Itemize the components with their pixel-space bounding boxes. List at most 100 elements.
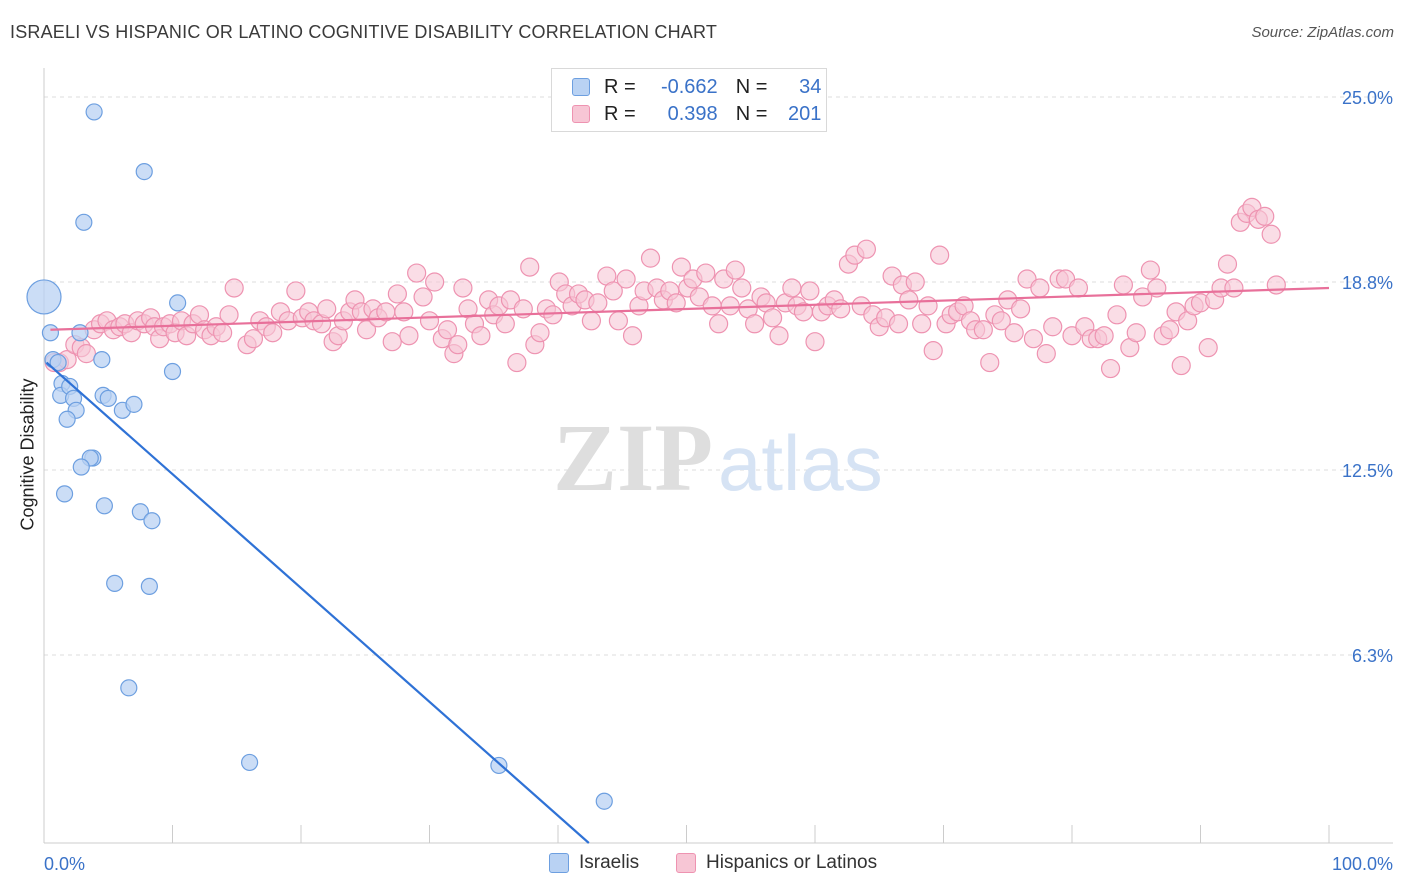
hispanic-point bbox=[769, 326, 789, 346]
hispanic-point bbox=[930, 245, 950, 265]
tick-labels: 6.3% 12.5% 18.8% 25.0% 0.0% 100.0% bbox=[44, 88, 1393, 874]
trend-lines bbox=[45, 286, 1330, 844]
israelis-swatch bbox=[572, 78, 590, 96]
legend-label-hispanics: Hispanics or Latinos bbox=[706, 852, 878, 873]
hispanic-point bbox=[317, 299, 337, 319]
hispanic-point bbox=[399, 326, 419, 346]
hispanic-point bbox=[495, 314, 515, 334]
hispanic-point bbox=[1068, 278, 1089, 298]
israeli-point bbox=[95, 497, 113, 515]
hispanic-point bbox=[213, 323, 233, 343]
hispanic-point bbox=[905, 272, 925, 292]
hispanic-point bbox=[1010, 299, 1031, 319]
hispanic-point bbox=[1261, 224, 1281, 244]
israeli-point bbox=[26, 279, 62, 315]
israeli-point bbox=[106, 574, 124, 592]
hispanic-point bbox=[923, 341, 943, 361]
grid-lines bbox=[44, 96, 1393, 656]
hispanic-point bbox=[507, 352, 527, 373]
hispanic-point bbox=[243, 329, 264, 349]
israeli-point bbox=[99, 389, 117, 407]
hispanic-point bbox=[425, 272, 445, 292]
israeli-point bbox=[163, 362, 182, 381]
israeli-point bbox=[595, 792, 613, 810]
hispanic-point bbox=[666, 293, 686, 313]
hispanic-point bbox=[603, 281, 623, 301]
n-label: N = bbox=[735, 102, 768, 125]
israeli-point bbox=[71, 324, 89, 342]
hispanic-point bbox=[387, 284, 407, 304]
hispanic-point bbox=[1217, 254, 1238, 274]
legend-item-israelis: Israelis bbox=[549, 852, 639, 874]
hispanic-point bbox=[356, 320, 377, 340]
hispanic-point bbox=[1160, 320, 1180, 340]
legend-row-israelis: R = -0.662 N = 34 bbox=[572, 75, 821, 99]
israeli-point bbox=[85, 103, 103, 121]
hispanic-point bbox=[1030, 278, 1050, 298]
hispanic-point bbox=[520, 257, 540, 277]
axes bbox=[43, 68, 1393, 844]
hispanic-point bbox=[800, 281, 820, 301]
hispanic-point bbox=[1043, 317, 1063, 337]
n-label: N = bbox=[735, 75, 768, 98]
x-tick-label: 0.0% bbox=[44, 854, 85, 874]
hispanic-point bbox=[973, 320, 993, 340]
chart-title: ISRAELI VS HISPANIC OR LATINO COGNITIVE … bbox=[10, 22, 718, 42]
israeli-point bbox=[490, 756, 508, 775]
series-legend: Israelis Hispanics or Latinos bbox=[0, 852, 1406, 878]
n-value-hispanics: 201 bbox=[788, 102, 822, 125]
hispanic-point bbox=[1004, 323, 1024, 343]
israeli-point bbox=[241, 753, 259, 772]
r-label: R = bbox=[604, 102, 636, 125]
hispanic-point bbox=[720, 296, 740, 316]
hispanic-point bbox=[709, 314, 729, 334]
hispanic-point bbox=[394, 302, 414, 322]
hispanic-point bbox=[1094, 326, 1114, 346]
hispanic-point bbox=[1100, 358, 1121, 379]
legend-item-hispanics: Hispanics or Latinos bbox=[676, 852, 877, 874]
watermark: ZIP atlas bbox=[553, 404, 883, 511]
y-tick-label: 18.8% bbox=[1342, 273, 1393, 293]
hispanic-point bbox=[1113, 275, 1134, 295]
y-axis-label: Cognitive Disability bbox=[17, 378, 38, 531]
hispanic-point bbox=[616, 269, 636, 289]
israeli-point bbox=[143, 512, 161, 530]
hispanic-point bbox=[219, 305, 239, 325]
hispanic-point bbox=[702, 296, 722, 316]
y-tick-label: 25.0% bbox=[1342, 88, 1393, 108]
r-value-hispanics: 0.398 bbox=[667, 102, 718, 125]
hispanic-point bbox=[530, 323, 550, 343]
hispanic-point bbox=[762, 308, 783, 328]
correlation-legend: R = -0.662 N = 34 R = 0.398 N = 201 bbox=[551, 68, 827, 132]
hispanic-point bbox=[899, 290, 919, 310]
israeli-point bbox=[49, 353, 67, 372]
hispanic-point bbox=[1224, 278, 1244, 298]
hispanic-point bbox=[543, 305, 563, 325]
hispanics-swatch bbox=[572, 105, 590, 123]
hispanic-points bbox=[44, 197, 1286, 379]
israeli-point bbox=[58, 410, 76, 428]
hispanic-point bbox=[76, 344, 97, 364]
israeli-point bbox=[125, 395, 143, 413]
x-tick-label: 100.0% bbox=[1332, 854, 1393, 874]
hispanic-point bbox=[608, 311, 628, 331]
israeli-points bbox=[26, 103, 613, 810]
israeli-point bbox=[72, 458, 90, 476]
hispanic-point bbox=[782, 278, 802, 298]
hispanic-point bbox=[856, 239, 877, 259]
hispanic-point bbox=[471, 326, 491, 346]
hispanic-point bbox=[382, 332, 402, 352]
hispanic-point bbox=[588, 293, 608, 313]
hispanics-swatch bbox=[676, 853, 696, 873]
legend-label-israelis: Israelis bbox=[579, 852, 640, 873]
israeli-point bbox=[131, 503, 149, 521]
israeli-point bbox=[135, 163, 153, 181]
israeli-point bbox=[169, 294, 187, 312]
hispanic-trend-line bbox=[50, 286, 1330, 331]
hispanic-point bbox=[1133, 287, 1153, 307]
hispanic-point bbox=[286, 281, 306, 301]
hispanic-point bbox=[263, 323, 283, 343]
hispanic-point bbox=[980, 352, 1000, 373]
source-label: Source: ZipAtlas.com bbox=[1251, 24, 1394, 41]
hispanic-point bbox=[918, 296, 938, 316]
